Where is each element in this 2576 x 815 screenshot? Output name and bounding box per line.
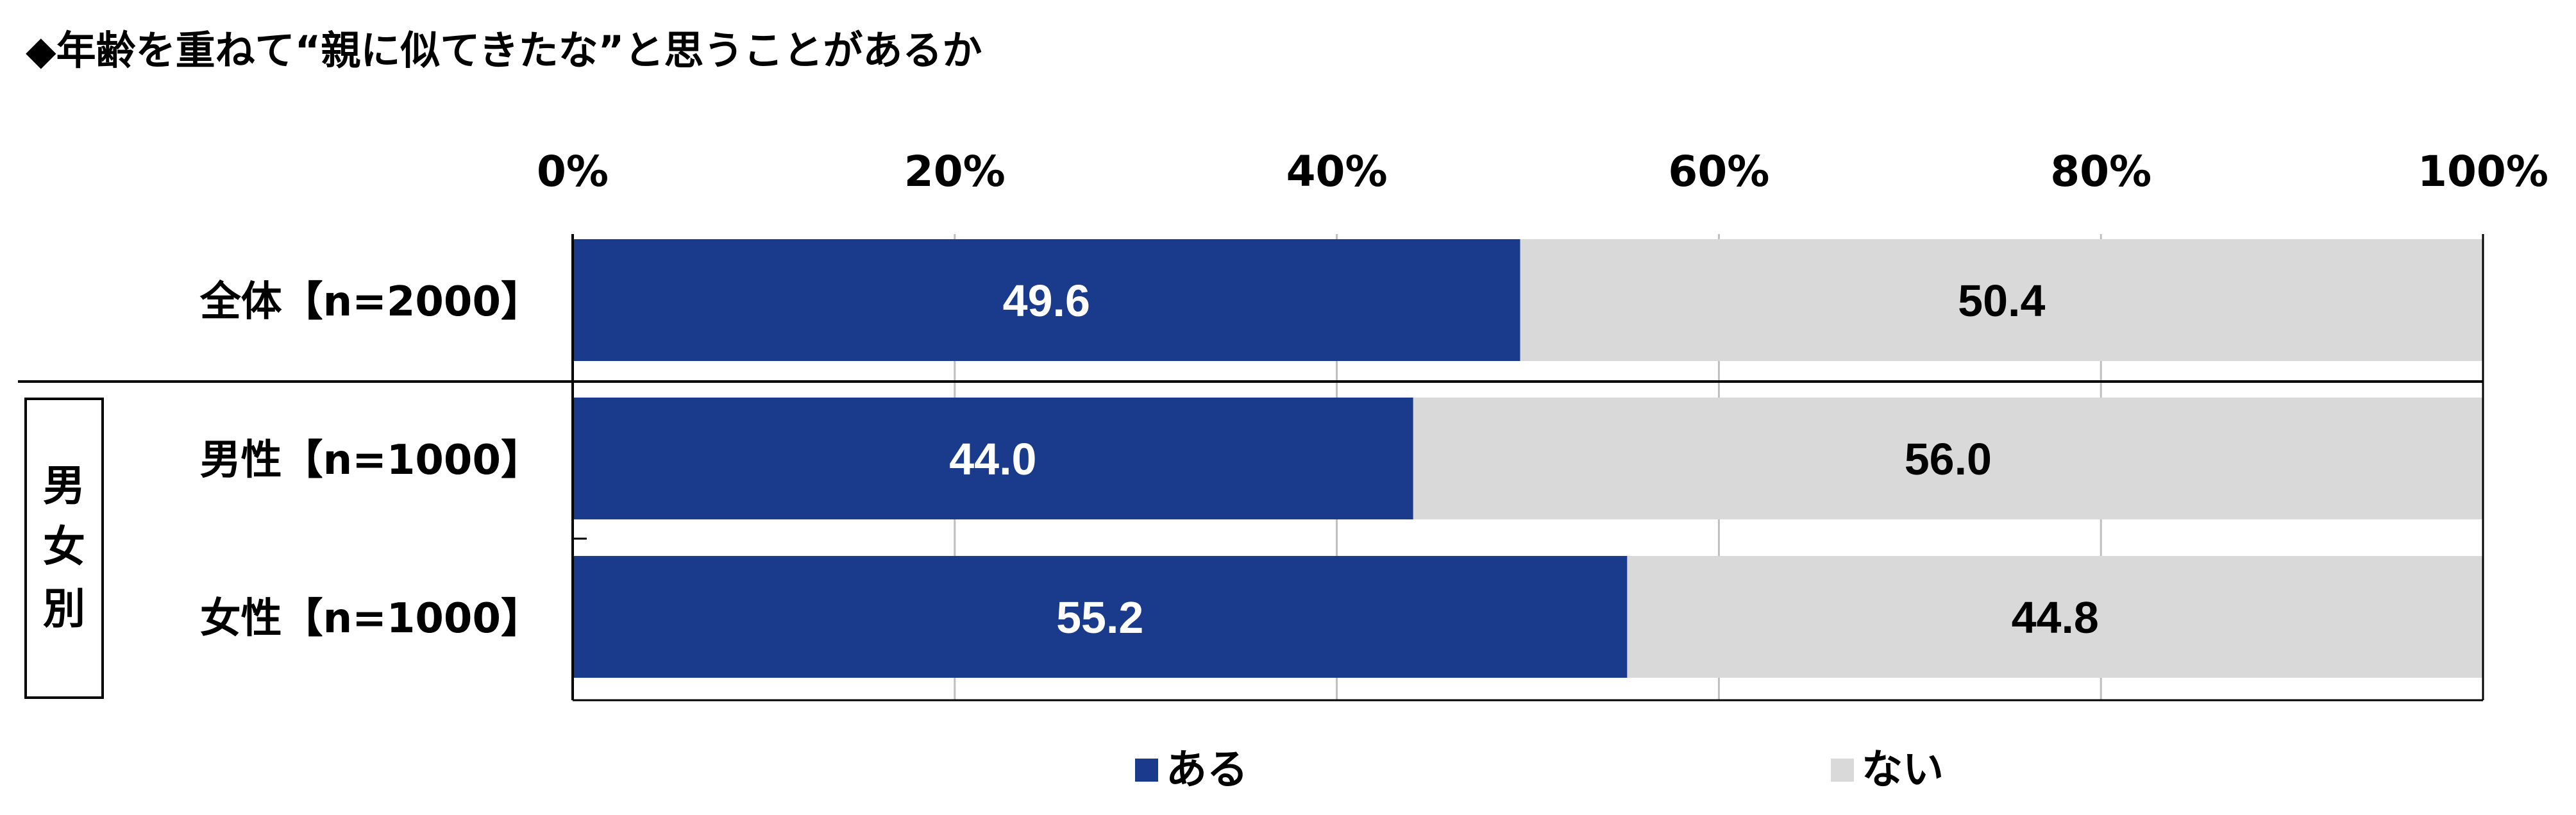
legend-label: ある — [1166, 746, 1248, 794]
tick-label: 80% — [2050, 147, 2151, 196]
data-label: 56.0 — [1905, 434, 1992, 484]
legend-swatch-aru — [1135, 759, 1158, 782]
data-label: 55.2 — [1056, 592, 1143, 643]
tick-label: 40% — [1286, 147, 1388, 196]
group-label-char: 別 — [43, 584, 85, 634]
category-label: 女性【n=1000】 — [200, 595, 542, 643]
group-box — [24, 398, 104, 699]
chart-title: ◆年齢を重ねて“親に似てきたな”と思うことがあるか — [26, 27, 982, 74]
plot-frame: 男女別 — [18, 234, 2484, 702]
bar-aru — [573, 556, 1628, 678]
tick-label: 100% — [2418, 147, 2548, 196]
tick-label: 60% — [1668, 147, 1769, 196]
bars — [573, 239, 2483, 678]
legend-swatch-nai — [1831, 759, 1854, 782]
group-label-char: 女 — [43, 522, 85, 571]
category-label: 男性【n=1000】 — [200, 437, 542, 484]
group-label-char: 男 — [43, 461, 85, 510]
bar-nai — [1520, 239, 2483, 361]
data-label: 50.4 — [1958, 276, 2045, 326]
axis-ticks: 0% 20% 40% 60% 80% 100% — [537, 147, 2548, 196]
bar-nai — [1627, 556, 2483, 678]
data-label: 44.0 — [949, 434, 1036, 484]
legend: ある ない — [1135, 746, 1944, 794]
bar-nai — [1413, 398, 2483, 519]
data-label: 49.6 — [1003, 276, 1090, 326]
bar-aru — [573, 239, 1520, 361]
category-label: 全体【n=2000】 — [199, 278, 542, 326]
bar-aru — [573, 398, 1413, 519]
data-labels: 49.6 50.4 44.0 56.0 55.2 44.8 — [949, 276, 2099, 643]
data-label: 44.8 — [2012, 592, 2099, 643]
tick-label: 20% — [904, 147, 1006, 196]
tick-label: 0% — [537, 147, 609, 196]
legend-label: ない — [1862, 746, 1944, 794]
category-labels: 全体【n=2000】男性【n=1000】女性【n=1000】 — [199, 278, 542, 643]
